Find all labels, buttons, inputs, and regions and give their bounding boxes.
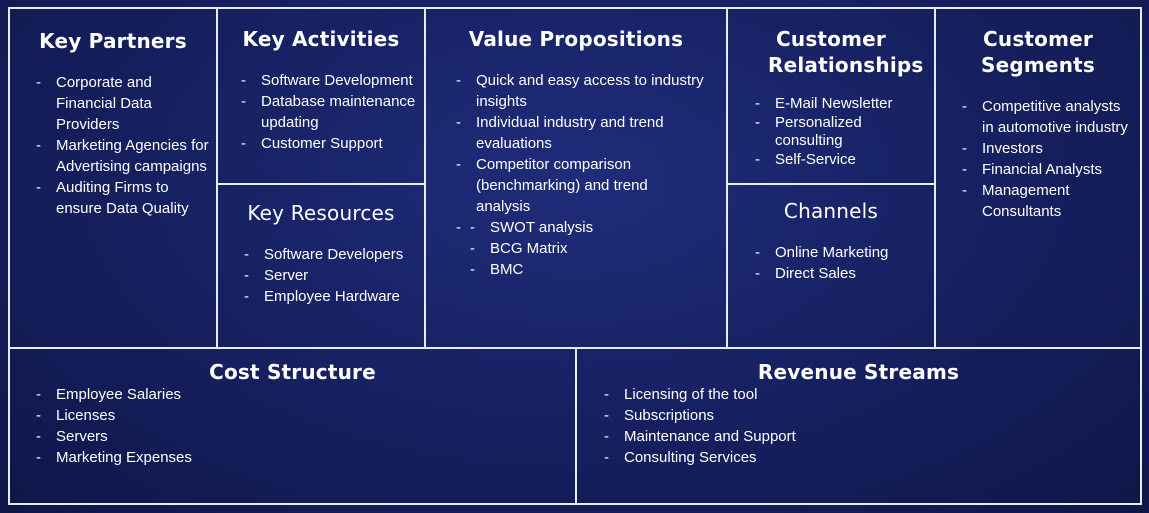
list-item: Personalized consulting xyxy=(755,114,920,150)
key-resources-title: Key Resources xyxy=(247,201,395,225)
customer-relationships-list: E-Mail Newsletter Personalized consultin… xyxy=(755,95,920,170)
list-item: Server xyxy=(244,265,414,286)
channels-list: Online Marketing Direct Sales xyxy=(755,242,920,284)
customer-relationships-title: Customer Relationships xyxy=(768,27,924,77)
list-item: Direct Sales xyxy=(755,263,920,284)
key-activities-block: Key Activities Software Development Data… xyxy=(216,7,426,185)
list-item: Auditing Firms to ensure Data Quality xyxy=(36,177,212,219)
cost-structure-title: Cost Structure xyxy=(209,360,376,384)
list-item: Marketing Agencies for Advertising campa… xyxy=(36,135,212,177)
value-propositions-list: Quick and easy access to industry insigh… xyxy=(456,70,706,280)
list-item: Competitor comparison (benchmarking) and… xyxy=(456,154,706,217)
key-partners-list: Corporate and Financial Data Providers M… xyxy=(36,72,212,219)
customer-segments-block: Customer Segments Competitive analysts i… xyxy=(934,7,1142,349)
channels-title: Channels xyxy=(783,199,879,223)
list-item: Customer Support xyxy=(241,133,423,154)
cost-structure-block: Cost Structure Employee Salaries License… xyxy=(8,347,577,505)
sub-list-item: BCG Matrix xyxy=(470,238,706,259)
list-item: Financial Analysts xyxy=(962,159,1132,180)
list-item: Quick and easy access to industry insigh… xyxy=(456,70,706,112)
revenue-streams-block: Revenue Streams Licensing of the tool Su… xyxy=(575,347,1142,505)
value-propositions-sub-list: SWOT analysis BCG Matrix BMC xyxy=(470,217,706,280)
list-item: Individual industry and trend evaluation… xyxy=(456,112,706,154)
value-propositions-block: Value Propositions Quick and easy access… xyxy=(424,7,728,349)
value-propositions-title: Value Propositions xyxy=(468,27,684,51)
list-item: Investors xyxy=(962,138,1132,159)
list-item: Consulting Services xyxy=(604,447,904,468)
list-item: Database maintenance updating xyxy=(241,91,423,133)
key-resources-list: Software Developers Server Employee Hard… xyxy=(244,244,414,307)
channels-block: Channels Online Marketing Direct Sales xyxy=(726,183,936,349)
customer-segments-list: Competitive analysts in automotive indus… xyxy=(962,96,1132,222)
key-partners-title: Key Partners xyxy=(39,29,187,53)
list-item: Competitive analysts in automotive indus… xyxy=(962,96,1132,138)
sub-list-container: SWOT analysis BCG Matrix BMC xyxy=(456,217,706,280)
list-item: Licenses xyxy=(36,405,336,426)
list-item: Corporate and Financial Data Providers xyxy=(36,72,212,135)
list-item: Maintenance and Support xyxy=(604,426,904,447)
sub-list-item: SWOT analysis xyxy=(470,217,706,238)
list-item: Self-Service xyxy=(755,151,920,169)
revenue-streams-list: Licensing of the tool Subscriptions Main… xyxy=(604,384,904,468)
key-activities-title: Key Activities xyxy=(242,27,400,51)
key-resources-block: Key Resources Software Developers Server… xyxy=(216,183,426,349)
list-item: Servers xyxy=(36,426,336,447)
customer-relationships-block: Customer Relationships E-Mail Newsletter… xyxy=(726,7,936,185)
list-item: E-Mail Newsletter xyxy=(755,95,920,113)
list-item: Subscriptions xyxy=(604,405,904,426)
key-partners-block: Key Partners Corporate and Financial Dat… xyxy=(8,7,218,349)
list-item: Management Consultants xyxy=(962,180,1132,222)
revenue-streams-title: Revenue Streams xyxy=(757,360,960,384)
key-activities-list: Software Development Database maintenanc… xyxy=(241,70,423,154)
list-item: Software Developers xyxy=(244,244,414,265)
list-item: Licensing of the tool xyxy=(604,384,904,405)
list-item: Employee Salaries xyxy=(36,384,336,405)
customer-segments-title: Customer Segments xyxy=(981,27,1095,77)
list-item: Marketing Expenses xyxy=(36,447,336,468)
cost-structure-list: Employee Salaries Licenses Servers Marke… xyxy=(36,384,336,468)
sub-list-item: BMC xyxy=(470,259,706,280)
list-item: Online Marketing xyxy=(755,242,920,263)
list-item: Software Development xyxy=(241,70,423,91)
list-item: Employee Hardware xyxy=(244,286,414,307)
